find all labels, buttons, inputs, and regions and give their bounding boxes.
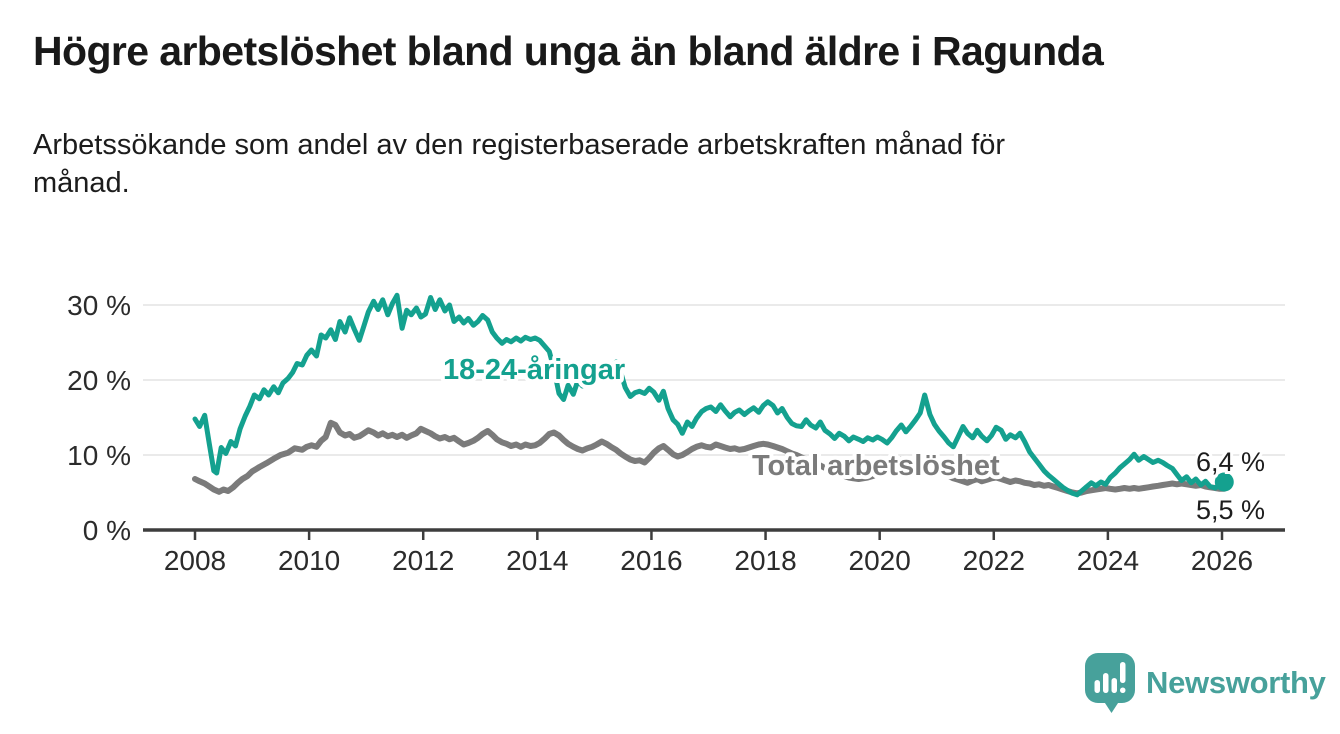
series-end-dot bbox=[1214, 472, 1234, 492]
y-tick-label: 0 % bbox=[83, 515, 131, 546]
y-tick-label: 10 % bbox=[67, 440, 131, 471]
x-tick-label: 2018 bbox=[734, 545, 796, 576]
x-tick-label: 2024 bbox=[1077, 545, 1139, 576]
x-tick-label: 2022 bbox=[963, 545, 1025, 576]
x-tick-label: 2014 bbox=[506, 545, 568, 576]
x-tick-label: 2020 bbox=[849, 545, 911, 576]
series-inline-label: Total arbetslöshet bbox=[752, 450, 1000, 482]
chart-subtitle-line2: månad. bbox=[33, 167, 130, 199]
y-tick-label: 30 % bbox=[67, 290, 131, 321]
series-end-value-label: 6,4 % bbox=[1196, 447, 1265, 477]
x-tick-label: 2012 bbox=[392, 545, 454, 576]
newsworthy-logo: Newsworthy bbox=[1084, 652, 1326, 714]
x-tick-label: 2026 bbox=[1191, 545, 1253, 576]
x-tick-label: 2008 bbox=[164, 545, 226, 576]
chart-subtitle: Arbetssökande som andel av den registerb… bbox=[33, 126, 1005, 202]
page-title: Högre arbetslöshet bland unga än bland ä… bbox=[33, 28, 1104, 74]
x-tick-label: 2010 bbox=[278, 545, 340, 576]
y-tick-label: 20 % bbox=[67, 365, 131, 396]
newsworthy-wordmark: Newsworthy bbox=[1146, 665, 1326, 700]
series-line-total bbox=[192, 419, 1228, 497]
series-inline-label: 18-24-åringar bbox=[443, 354, 625, 386]
newsworthy-logo-icon bbox=[1085, 653, 1135, 713]
x-tick-label: 2016 bbox=[620, 545, 682, 576]
series-line-youth bbox=[192, 292, 1227, 498]
chart-subtitle-line1: Arbetssökande som andel av den registerb… bbox=[33, 129, 1006, 161]
series-end-value-label: 5,5 % bbox=[1196, 495, 1265, 525]
